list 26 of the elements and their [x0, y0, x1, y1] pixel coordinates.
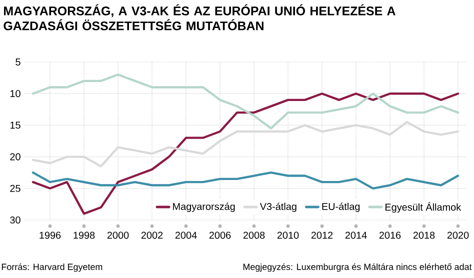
x-tick-label: 2016	[379, 232, 401, 239]
text: Megjegyzés: Luxemburgra és Máltára nincs elérhető adat	[243, 263, 472, 272]
x-tick-label: 2000	[107, 232, 129, 239]
x-tick-label: 2018	[413, 232, 435, 239]
x-tick-label: 2008	[243, 232, 265, 239]
x-tick-label: 2004	[175, 232, 197, 239]
legend-label: Magyarország	[173, 202, 235, 212]
y-tick-label: 10	[10, 90, 20, 98]
x-tick-label: 2014	[345, 232, 367, 239]
chart-title: MAGYARORSZÁG, A V3-AK ÉS AZ EURÓPAI UNIÓ HELYEZÉSE A GAZDASÁGI ÖSSZETETTSÉG MUTATÓBAN	[4, 4, 396, 30]
legend-label: Egyesült Államok	[386, 202, 462, 213]
legend-label: EU-átlag	[322, 202, 360, 212]
y-tick-label: 5	[16, 58, 20, 66]
x-tick-label: 2020	[447, 232, 469, 239]
legend-label: V3-átlag	[260, 202, 296, 212]
x-tick-label: 2010	[277, 232, 299, 239]
y-tick-label: 30	[10, 216, 20, 224]
text: Forrás: Harvard Egyetem	[2, 263, 102, 272]
x-tick-label: 2002	[141, 232, 163, 239]
y-tick-label: 15	[10, 122, 20, 129]
y-tick-label: 25	[10, 184, 20, 192]
x-tick-label: 1996	[40, 232, 61, 239]
x-tick-label: 1998	[74, 232, 95, 239]
x-tick-label: 2006	[209, 232, 231, 239]
y-tick-label: 20	[10, 153, 20, 160]
x-tick-label: 2012	[311, 232, 333, 239]
